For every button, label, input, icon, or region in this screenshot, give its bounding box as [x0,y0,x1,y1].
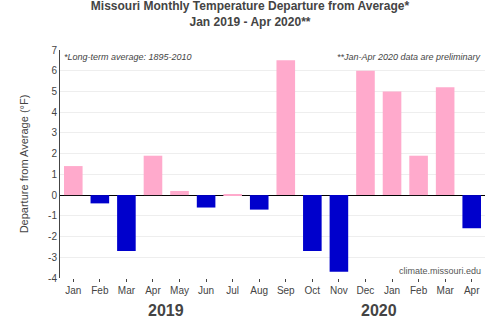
svg-text:Jun: Jun [198,285,214,296]
svg-text:2019: 2019 [148,302,184,319]
svg-text:*Long-term average: 1895-2010: *Long-term average: 1895-2010 [64,52,192,62]
svg-text:1: 1 [51,169,57,180]
svg-text:7: 7 [51,45,57,56]
svg-text:-2: -2 [48,231,57,242]
svg-text:Missouri Monthly Temperature D: Missouri Monthly Temperature Departure f… [91,0,410,29]
svg-text:4: 4 [51,107,57,118]
svg-text:Departure from Average (°F): Departure from Average (°F) [18,95,30,234]
svg-text:Feb: Feb [91,285,109,296]
svg-text:-3: -3 [48,252,57,263]
svg-text:Nov: Nov [330,285,348,296]
svg-text:Apr: Apr [464,285,480,296]
svg-text:3: 3 [51,127,57,138]
svg-text:Feb: Feb [410,285,428,296]
svg-text:Oct: Oct [305,285,321,296]
svg-text:Apr: Apr [145,285,161,296]
svg-text:-1: -1 [48,210,57,221]
svg-text:0: 0 [51,190,57,201]
svg-text:6: 6 [51,65,57,76]
svg-text:Dec: Dec [357,285,375,296]
svg-text:Sep: Sep [277,285,295,296]
svg-text:May: May [170,285,189,296]
svg-text:Mar: Mar [437,285,455,296]
svg-text:2020: 2020 [361,302,397,319]
svg-text:Mar: Mar [118,285,136,296]
svg-text:Jul: Jul [226,285,239,296]
svg-text:-4: -4 [48,273,57,284]
svg-text:climate.missouri.edu: climate.missouri.edu [399,266,481,276]
svg-text:Aug: Aug [250,285,268,296]
svg-text:**Jan-Apr 2020 data are prelim: **Jan-Apr 2020 data are preliminary [337,52,481,62]
svg-text:Jan: Jan [65,285,81,296]
svg-text:2: 2 [51,148,57,159]
svg-text:5: 5 [51,86,57,97]
svg-text:Jan: Jan [384,285,400,296]
